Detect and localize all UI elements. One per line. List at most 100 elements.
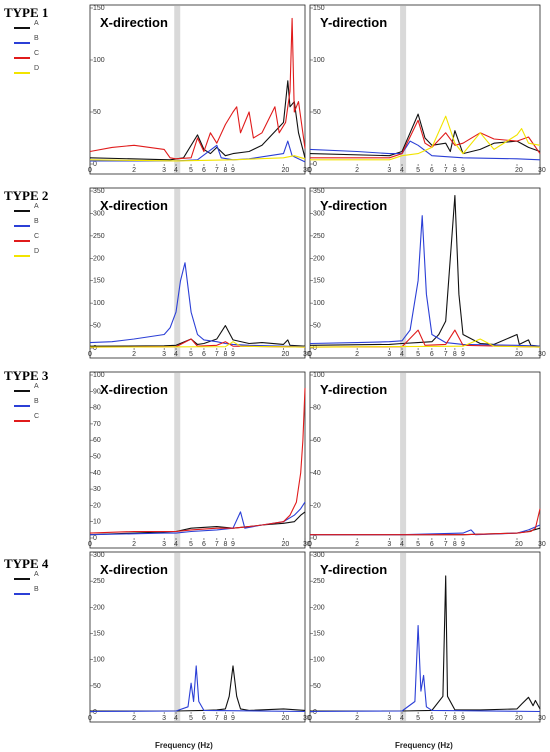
series-line-d <box>310 115 541 161</box>
legend-label-a: A <box>34 383 39 390</box>
series-line-b <box>309 140 541 161</box>
panel-frame <box>89 4 306 175</box>
y-tick-label: 250 <box>93 578 105 585</box>
y-tick-label: 100 <box>313 657 325 664</box>
x-tick-label: 0 <box>88 715 92 722</box>
y-tick-label: 0 <box>93 345 97 352</box>
y-tick-label: 0 <box>93 161 97 168</box>
x-tick-label: 9 <box>461 167 465 174</box>
x-tick-label: 30 <box>303 715 311 722</box>
y-tick-label: 90 <box>93 388 101 395</box>
type-label: TYPE 2 <box>4 188 48 203</box>
x-tick-label: 6 <box>430 541 434 548</box>
x-tick-label: 8 <box>453 715 457 722</box>
x-tick-label: 3 <box>162 541 166 548</box>
x-tick-label: 2 <box>355 541 359 548</box>
y-tick-label: 150 <box>93 5 105 12</box>
y-tick-label: 50 <box>93 683 101 690</box>
x-tick-label: 9 <box>461 541 465 548</box>
panel-title: Y-direction <box>320 562 387 577</box>
y-tick-label: 200 <box>93 255 105 262</box>
panel-frame <box>89 551 306 723</box>
x-tick-label: 4 <box>400 715 404 722</box>
y-tick-label: 100 <box>93 57 105 64</box>
type-label: TYPE 1 <box>4 5 48 20</box>
y-tick-label: 0 <box>313 161 317 168</box>
y-tick-label: 60 <box>93 437 101 444</box>
y-tick-label: 200 <box>93 604 105 611</box>
frequency-band <box>174 373 181 547</box>
x-tick-label: 2 <box>355 715 359 722</box>
y-tick-label: 40 <box>93 470 101 477</box>
x-tick-label: 9 <box>231 167 235 174</box>
panel-title: X-direction <box>100 382 168 397</box>
legend-label-c: C <box>34 50 39 57</box>
x-tick-label: 20 <box>282 351 290 358</box>
x-tick-label: 3 <box>387 351 391 358</box>
x-tick-label: 7 <box>444 541 448 548</box>
x-tick-label: 8 <box>453 351 457 358</box>
y-tick-label: 150 <box>313 631 325 638</box>
x-tick-label: 6 <box>202 351 206 358</box>
frequency-band <box>174 553 181 721</box>
x-tick-label: 7 <box>215 715 219 722</box>
y-tick-label: 20 <box>93 502 101 509</box>
series-line-a <box>310 575 541 712</box>
legend-label-d: D <box>34 248 39 255</box>
x-tick-label: 20 <box>282 541 290 548</box>
y-tick-label: 350 <box>93 188 105 195</box>
x-tick-label: 4 <box>400 541 404 548</box>
x-tick-label: 5 <box>189 167 193 174</box>
series-line-d <box>309 338 541 348</box>
y-tick-label: 100 <box>93 300 105 307</box>
x-tick-label: 3 <box>387 541 391 548</box>
frequency-band <box>400 373 407 547</box>
y-tick-label: 300 <box>313 552 325 559</box>
x-tick-label: 30 <box>303 167 311 174</box>
x-tick-label: 2 <box>132 351 136 358</box>
panel-frame <box>309 4 541 175</box>
legend-label-d: D <box>34 65 39 72</box>
y-tick-label: 150 <box>313 278 325 285</box>
x-tick-label: 9 <box>461 351 465 358</box>
x-tick-label: 0 <box>308 167 312 174</box>
x-tick-label: 4 <box>400 351 404 358</box>
legend-label-c: C <box>34 233 39 240</box>
x-tick-label: 6 <box>430 351 434 358</box>
x-tick-label: 30 <box>538 541 546 548</box>
x-tick-label: 4 <box>174 715 178 722</box>
y-tick-label: 250 <box>313 578 325 585</box>
series-line-b <box>89 665 306 713</box>
frequency-band <box>400 189 407 357</box>
y-tick-label: 350 <box>313 188 325 195</box>
panel-title: Y-direction <box>320 382 387 397</box>
x-tick-label: 7 <box>444 351 448 358</box>
x-tick-label: 7 <box>215 167 219 174</box>
legend-label-b: B <box>34 398 39 405</box>
y-tick-label: 0 <box>313 535 317 542</box>
x-tick-label: 3 <box>387 167 391 174</box>
x-tick-label: 2 <box>355 167 359 174</box>
x-tick-label: 4 <box>400 167 404 174</box>
x-tick-label: 5 <box>416 351 420 358</box>
x-tick-label: 0 <box>88 167 92 174</box>
x-tick-label: 8 <box>453 541 457 548</box>
panel-frame <box>89 187 306 359</box>
x-tick-label: 7 <box>444 167 448 174</box>
y-tick-label: 150 <box>313 5 325 12</box>
x-tick-label: 30 <box>538 351 546 358</box>
x-tick-label: 5 <box>416 715 420 722</box>
frequency-band <box>174 6 181 173</box>
y-tick-label: 50 <box>93 323 101 330</box>
x-tick-label: 2 <box>355 351 359 358</box>
x-tick-label: 30 <box>538 715 546 722</box>
y-tick-label: 80 <box>93 405 101 412</box>
series-line-d <box>89 155 306 162</box>
y-tick-label: 100 <box>313 372 325 379</box>
y-tick-label: 100 <box>93 657 105 664</box>
y-tick-label: 0 <box>313 345 317 352</box>
y-tick-label: 150 <box>93 278 105 285</box>
y-tick-label: 50 <box>313 683 321 690</box>
x-tick-label: 8 <box>223 541 227 548</box>
x-tick-label: 2 <box>132 715 136 722</box>
